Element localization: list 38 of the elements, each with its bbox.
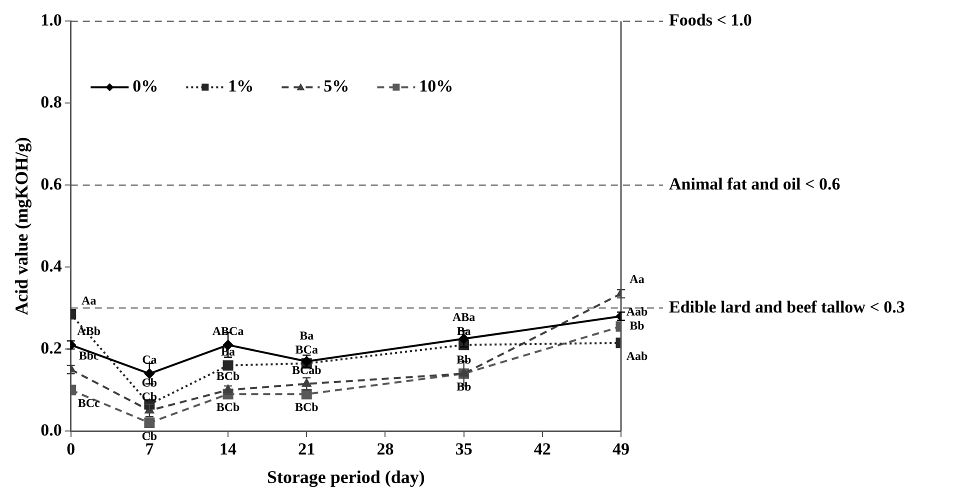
x-tick-label: 14 <box>220 440 238 459</box>
legend-label: 5% <box>324 76 350 96</box>
x-tick-label: 49 <box>612 440 630 459</box>
annotation: ABb <box>77 324 101 338</box>
y-tick-label: 1.0 <box>40 10 62 30</box>
y-axis-title: Acid value (mgKOH/g) <box>11 137 32 316</box>
annotation: Bb <box>456 352 472 367</box>
annotation: BCab <box>292 362 322 377</box>
annotation: Aa <box>630 272 644 286</box>
annotation: Aa <box>82 293 96 308</box>
x-tick-label: 28 <box>376 440 394 459</box>
y-tick-label: 0.8 <box>40 92 62 112</box>
x-tick-label: 21 <box>298 440 316 459</box>
annotation: BCc <box>78 396 101 410</box>
legend-label: 1% <box>228 76 254 96</box>
legend-label: 10% <box>419 76 454 96</box>
annotation: BCb <box>216 369 240 384</box>
ref-line-label: Animal fat and oil < 0.6 <box>669 174 840 194</box>
annotation: Bb <box>630 318 645 333</box>
x-axis-title: Storage period (day) <box>266 466 425 487</box>
legend-label: 0% <box>132 76 158 96</box>
ref-line-label: Foods < 1.0 <box>669 10 752 30</box>
x-tick-label: 0 <box>66 440 76 459</box>
y-tick-label: 0.2 <box>40 338 62 358</box>
y-tick-label: 0.6 <box>40 174 62 194</box>
annotation: Aab <box>626 304 648 319</box>
x-tick-label: 35 <box>455 440 472 459</box>
annotation: Bb <box>456 380 472 394</box>
y-tick-label: 0.0 <box>40 420 62 440</box>
annotation: ABa <box>452 310 476 324</box>
x-tick-label: 42 <box>534 440 551 459</box>
annotation: BCb <box>294 400 319 414</box>
annotation: Aab <box>626 348 648 363</box>
y-tick-label: 0.4 <box>40 256 62 276</box>
annotation: BCa <box>295 342 318 356</box>
ref-line-label: Edible lard and beef tallow < 0.3 <box>669 297 905 316</box>
annotation: BCb <box>216 400 240 414</box>
annotation: Ba <box>300 328 314 342</box>
